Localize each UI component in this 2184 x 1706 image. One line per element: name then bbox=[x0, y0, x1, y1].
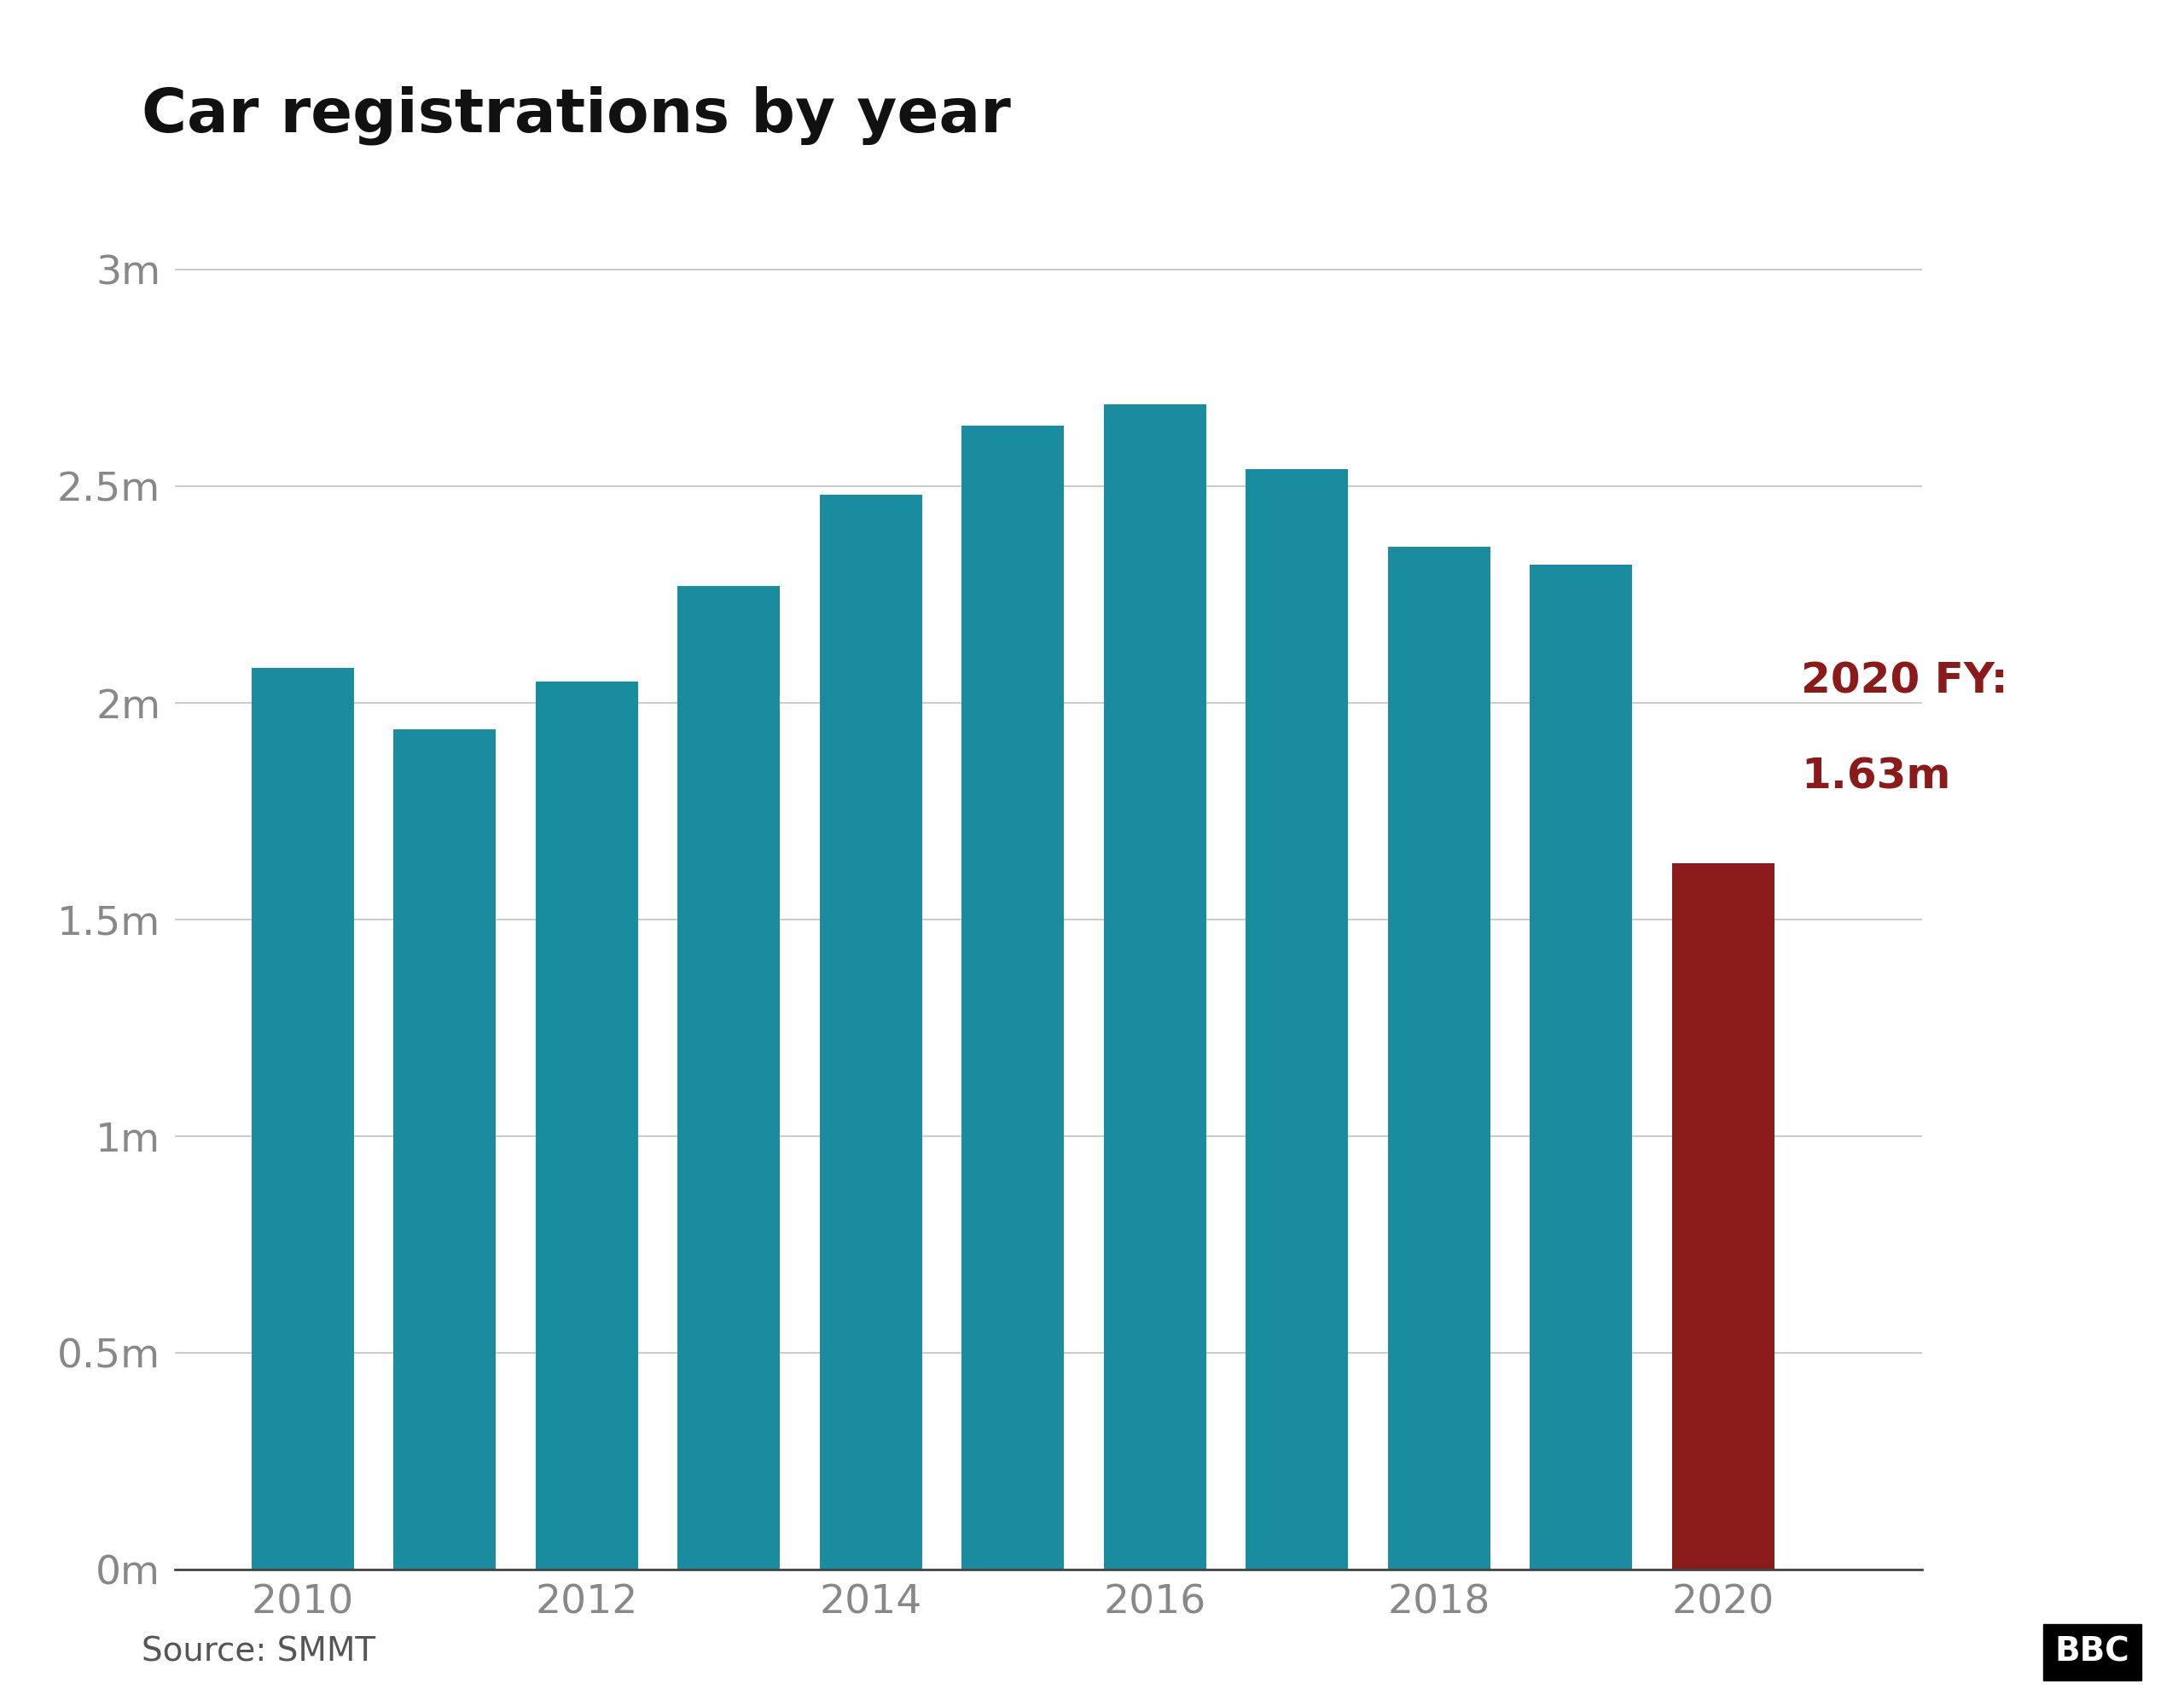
Bar bbox=[251, 669, 354, 1570]
Bar bbox=[1103, 404, 1206, 1570]
Text: Car registrations by year: Car registrations by year bbox=[142, 85, 1011, 145]
Bar bbox=[1245, 469, 1348, 1570]
Bar bbox=[535, 681, 638, 1570]
Text: 1.63m: 1.63m bbox=[1802, 756, 1950, 797]
Bar bbox=[1673, 863, 1773, 1570]
Bar bbox=[1387, 548, 1489, 1570]
Bar bbox=[1245, 469, 1348, 1570]
Text: 2020 FY:: 2020 FY: bbox=[1802, 660, 2009, 701]
Bar bbox=[535, 681, 638, 1570]
Bar bbox=[1529, 565, 1631, 1570]
Text: Source: SMMT: Source: SMMT bbox=[142, 1636, 376, 1668]
Bar bbox=[677, 585, 780, 1570]
Bar bbox=[961, 426, 1064, 1570]
Bar bbox=[961, 426, 1064, 1570]
Bar bbox=[1529, 565, 1631, 1570]
Bar bbox=[819, 495, 922, 1570]
Bar bbox=[1103, 404, 1206, 1570]
Bar bbox=[677, 585, 780, 1570]
Bar bbox=[393, 728, 496, 1570]
Bar bbox=[819, 495, 922, 1570]
Bar bbox=[251, 669, 354, 1570]
Text: BBC: BBC bbox=[2055, 1636, 2129, 1668]
Bar bbox=[393, 728, 496, 1570]
Bar bbox=[1387, 548, 1489, 1570]
